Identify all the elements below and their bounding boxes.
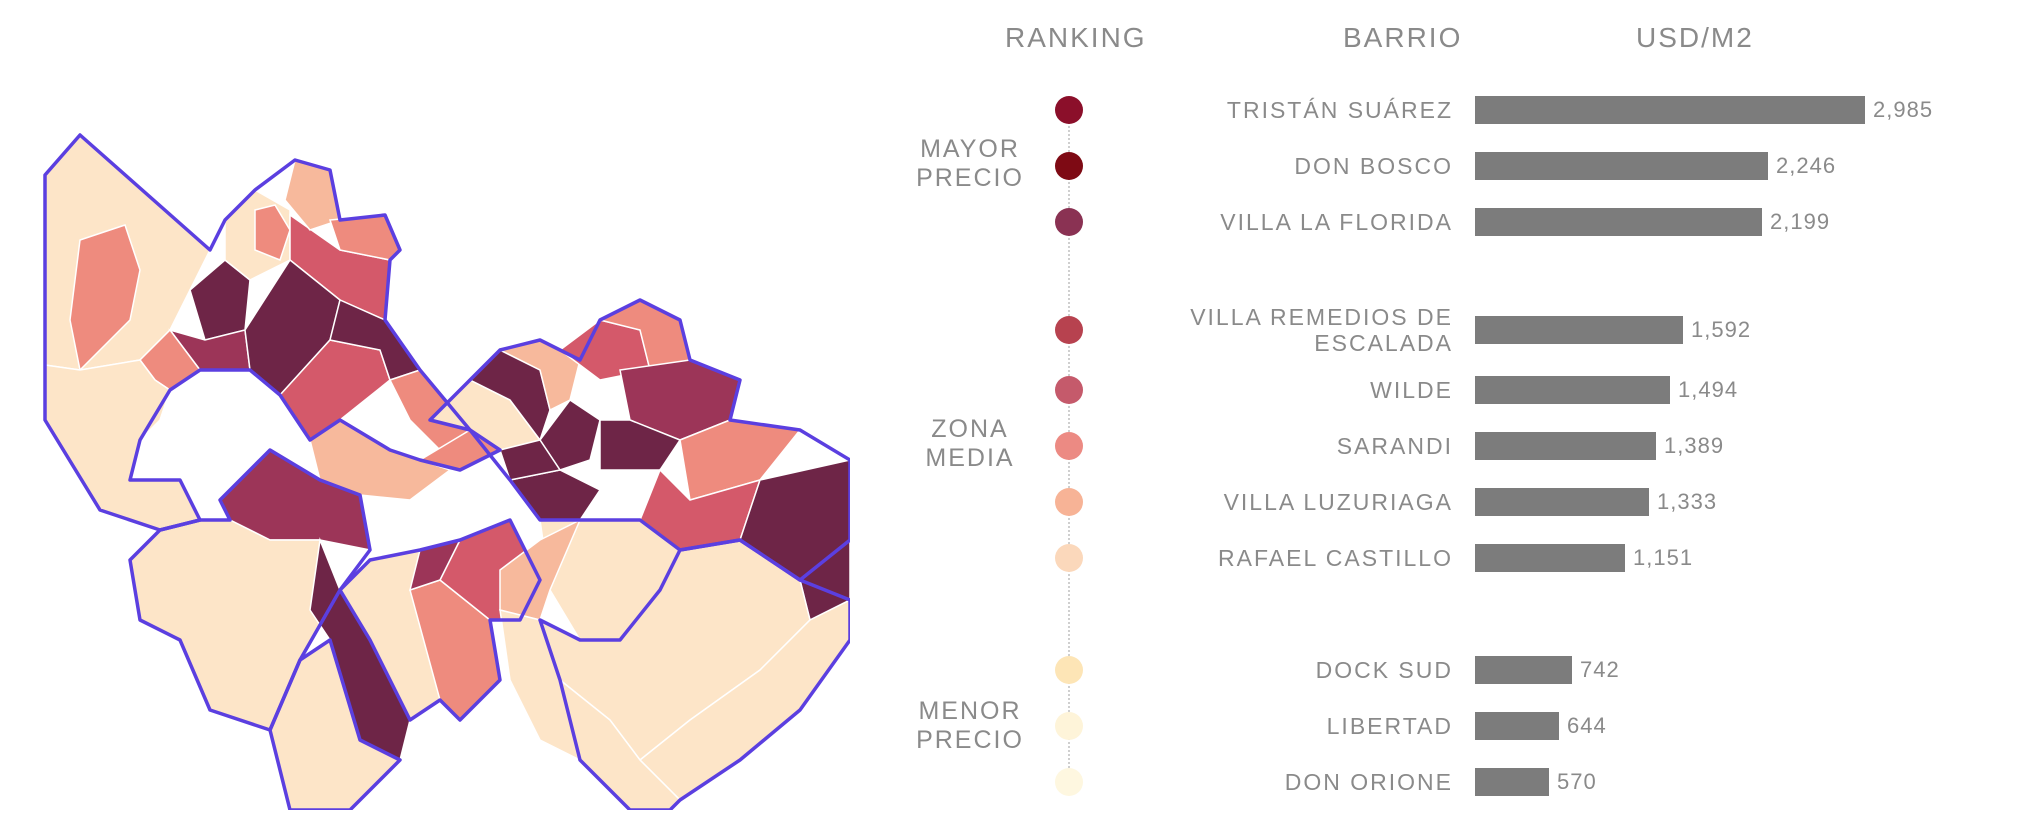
value-label: 2,199 bbox=[1770, 209, 1831, 234]
map-district bbox=[254, 204, 291, 261]
value-bar bbox=[1475, 208, 1762, 236]
rank-dot bbox=[1055, 656, 1083, 684]
rank-dot bbox=[1055, 544, 1083, 572]
value-bar bbox=[1475, 712, 1559, 740]
value-label: 1,151 bbox=[1633, 545, 1694, 570]
barrio-label: VILLA REMEDIOS DE ESCALADA bbox=[1190, 304, 1453, 356]
barrio-label: VILLA LA FLORIDA bbox=[1220, 209, 1453, 235]
zone-label-menor-precio: MENOR PRECIO bbox=[895, 697, 1045, 755]
rank-dot bbox=[1055, 152, 1083, 180]
barrio-label: LIBERTAD bbox=[1326, 713, 1453, 739]
map-district bbox=[499, 439, 562, 481]
zone-label-zona-media: ZONA MEDIA bbox=[895, 415, 1045, 473]
header-usd-m2: USD/M2 bbox=[1636, 22, 1754, 53]
value-label: 1,494 bbox=[1678, 377, 1739, 402]
map-district bbox=[599, 419, 682, 471]
value-bar bbox=[1475, 316, 1683, 344]
value-bar bbox=[1475, 656, 1572, 684]
map-district bbox=[69, 224, 141, 372]
value-bar bbox=[1475, 432, 1656, 460]
barrio-label: DOCK SUD bbox=[1315, 657, 1453, 683]
barrio-label: RAFAEL CASTILLO bbox=[1218, 545, 1453, 571]
rank-dot bbox=[1055, 432, 1083, 460]
value-label: 742 bbox=[1580, 657, 1620, 682]
barrio-label: VILLA LUZURIAGA bbox=[1223, 489, 1453, 515]
value-label: 644 bbox=[1567, 713, 1607, 738]
rank-dot bbox=[1055, 768, 1083, 796]
rank-dot bbox=[1055, 208, 1083, 236]
zone-mid-line1: ZONA bbox=[931, 415, 1009, 443]
rank-dot bbox=[1055, 96, 1083, 124]
value-label: 570 bbox=[1557, 769, 1597, 794]
map-district bbox=[679, 419, 802, 501]
map-district bbox=[189, 259, 251, 341]
barrio-label: DON BOSCO bbox=[1294, 153, 1453, 179]
value-bar bbox=[1475, 768, 1549, 796]
value-bar bbox=[1475, 488, 1649, 516]
value-bar bbox=[1475, 96, 1865, 124]
value-label: 2,246 bbox=[1776, 153, 1837, 178]
barrio-label: TRISTÁN SUÁREZ bbox=[1226, 97, 1453, 123]
value-label: 2,985 bbox=[1873, 97, 1934, 122]
zone-top-line1: MAYOR bbox=[920, 135, 1020, 163]
rank-dot bbox=[1055, 712, 1083, 740]
choropleth-map bbox=[40, 120, 852, 812]
value-label: 1,333 bbox=[1657, 489, 1718, 514]
rank-dot bbox=[1055, 488, 1083, 516]
zone-label-mayor-precio: MAYOR PRECIO bbox=[895, 135, 1045, 193]
zone-top-line2: PRECIO bbox=[916, 164, 1024, 192]
partido-border bbox=[43, 133, 502, 532]
barrio-label: DON ORIONE bbox=[1284, 769, 1453, 795]
partido-border bbox=[128, 448, 372, 732]
partido-border bbox=[338, 518, 542, 722]
rank-dot bbox=[1055, 316, 1083, 344]
barrio-label: SARANDI bbox=[1336, 433, 1453, 459]
value-bar bbox=[1475, 544, 1625, 572]
rank-dot bbox=[1055, 376, 1083, 404]
barrio-label: WILDE bbox=[1370, 377, 1453, 403]
partido-border bbox=[428, 298, 852, 582]
header-barrio: BARRIO bbox=[1343, 22, 1463, 53]
zone-mid-line2: MEDIA bbox=[925, 444, 1015, 472]
header-ranking: RANKING bbox=[1005, 22, 1147, 53]
map-svg bbox=[43, 133, 852, 812]
value-bar bbox=[1475, 376, 1670, 404]
value-label: 1,592 bbox=[1691, 317, 1752, 342]
zone-low-line2: PRECIO bbox=[916, 726, 1024, 754]
value-label: 1,389 bbox=[1664, 433, 1725, 458]
zone-low-line1: MENOR bbox=[918, 697, 1022, 725]
value-bar bbox=[1475, 152, 1768, 180]
